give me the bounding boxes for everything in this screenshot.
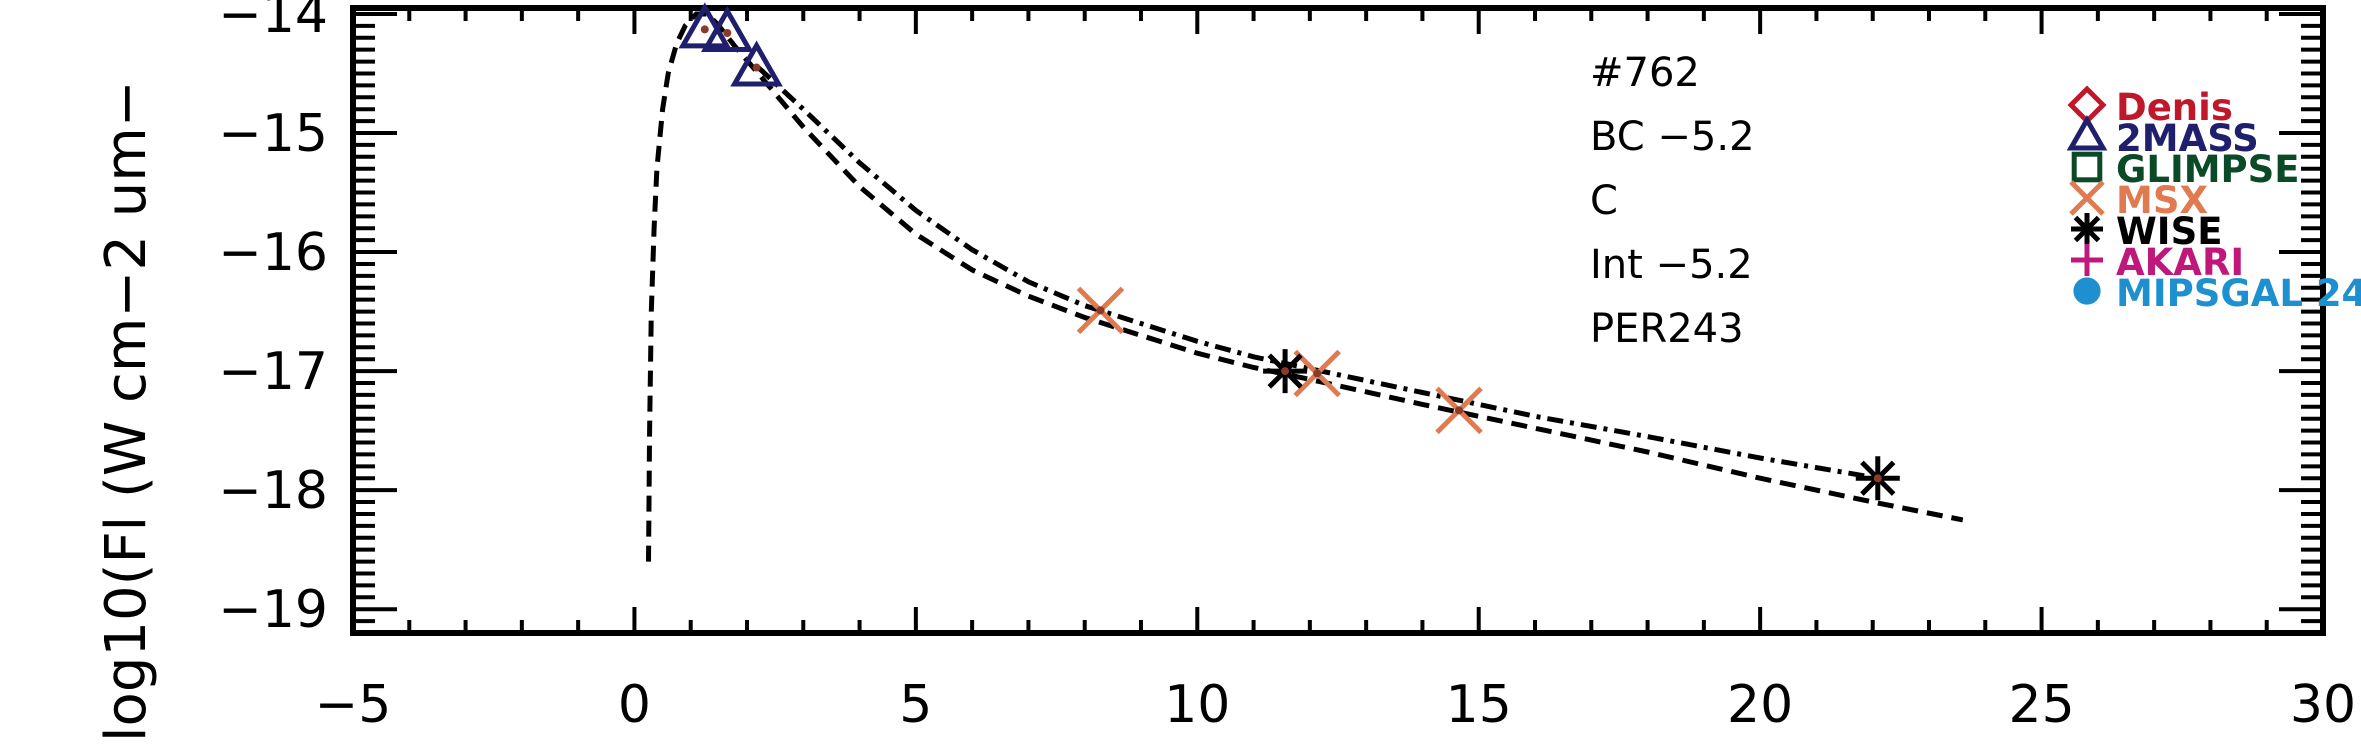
x-tick-label: 30	[2290, 675, 2356, 735]
x-tick-label: 15	[1446, 675, 1512, 735]
x-tick-label: −5	[315, 675, 392, 735]
x-tick-label: 20	[1727, 675, 1793, 735]
model-curve-dashed	[646, 11, 1964, 562]
y-tick-label: −18	[218, 461, 328, 521]
2mass-point	[700, 5, 754, 52]
model-curve-dashdot	[756, 65, 1879, 481]
legend-marker-glimpse	[2071, 151, 2103, 183]
legend-label: AKARI	[2116, 241, 2244, 284]
info-source: PER243	[1590, 306, 1744, 352]
y-tick-label: −14	[218, 0, 328, 45]
x-tick-label: 0	[618, 675, 651, 735]
info-id: #762	[1590, 50, 1700, 96]
info-int: Int −5.2	[1590, 242, 1753, 288]
legend-label: GLIMPSE	[2116, 148, 2300, 191]
observed-dot	[1096, 306, 1105, 315]
plot-frame	[350, 5, 2326, 636]
observed-dot	[1873, 474, 1882, 483]
legend-label: Denis	[2116, 86, 2233, 129]
tick-labels: −5 0 5 10 15 20 25 30 −19 −18 −17 −16 −15 −14	[218, 0, 2356, 735]
info-bc: BC −5.2	[1590, 114, 1755, 160]
y-tick-label: −19	[218, 580, 328, 640]
y-tick-label: −15	[218, 104, 328, 164]
legend-marker-mipsgal-24	[2073, 277, 2101, 305]
legend-label: MSX	[2116, 179, 2208, 222]
observed-dot	[1313, 369, 1322, 378]
info-block: #762 BC −5.2 C Int −5.2 PER243	[1590, 50, 1755, 352]
legend-label: 2MASS	[2116, 117, 2259, 160]
y-tick-label: −16	[218, 223, 328, 283]
model-curves	[646, 11, 1964, 562]
axes	[350, 5, 2326, 636]
legend-marker-akari	[2071, 244, 2103, 276]
legend-label: MIPSGAL 24	[2116, 272, 2361, 315]
legend-label: WISE	[2116, 210, 2223, 253]
observed-dot	[1281, 367, 1290, 376]
2mass-point	[730, 40, 783, 87]
legend-marker-wise	[2071, 213, 2103, 245]
x-tick-label: 5	[899, 675, 932, 735]
observed-dot	[700, 25, 709, 34]
legend-marker-msx	[2069, 180, 2105, 216]
data-points	[678, 2, 1900, 501]
x-tick-label: 25	[2008, 675, 2074, 735]
observed-dot	[723, 29, 732, 37]
legend-marker-2mass	[2066, 114, 2108, 151]
observed-dot	[752, 63, 761, 72]
y-axis-label: log10(Fl (W cm−2 um−	[94, 80, 159, 742]
info-class: C	[1590, 178, 1618, 224]
observed-dot	[1455, 406, 1464, 415]
x-tick-label: 10	[1164, 675, 1230, 735]
y-tick-label: −17	[218, 342, 328, 402]
